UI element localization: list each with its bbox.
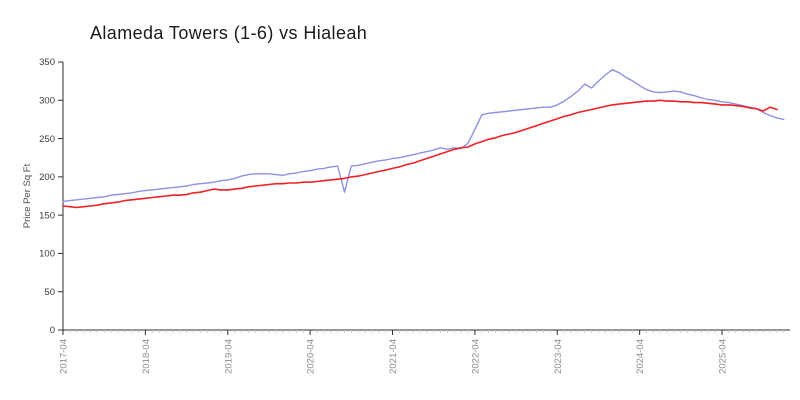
y-tick-label: 150 <box>39 210 55 221</box>
x-tick-label: 2020-04 <box>306 339 317 374</box>
x-tick-label: 2021-04 <box>388 339 399 374</box>
x-tick-label: 2017-04 <box>59 339 70 374</box>
x-tick-label: 2022-04 <box>470 339 481 374</box>
y-tick-label: 200 <box>39 172 55 183</box>
y-tick-label: 350 <box>39 57 55 68</box>
x-tick-label: 2018-04 <box>141 339 152 374</box>
y-tick-label: 250 <box>39 134 55 145</box>
x-tick-label: 2024-04 <box>635 339 646 374</box>
x-tick-label: 2019-04 <box>223 339 234 374</box>
y-tick-label: 100 <box>39 249 55 260</box>
series-line-2 <box>62 99 778 209</box>
x-tick-label: 2023-04 <box>553 339 564 374</box>
y-axis-title: Price Per Sq Ft <box>22 163 33 228</box>
chart-title: Alameda Towers (1-6) vs Hialeah <box>90 23 367 43</box>
plot-area: 0 50 100 150 200 250 300 350 2017-04 2018-04 2019-… <box>39 57 790 374</box>
x-tick-label: 2025-04 <box>718 339 729 374</box>
y-tick-label: 0 <box>50 325 55 336</box>
y-tick-label: 300 <box>39 95 55 106</box>
y-tick-label: 50 <box>44 287 55 298</box>
series-line-1 <box>62 68 785 203</box>
